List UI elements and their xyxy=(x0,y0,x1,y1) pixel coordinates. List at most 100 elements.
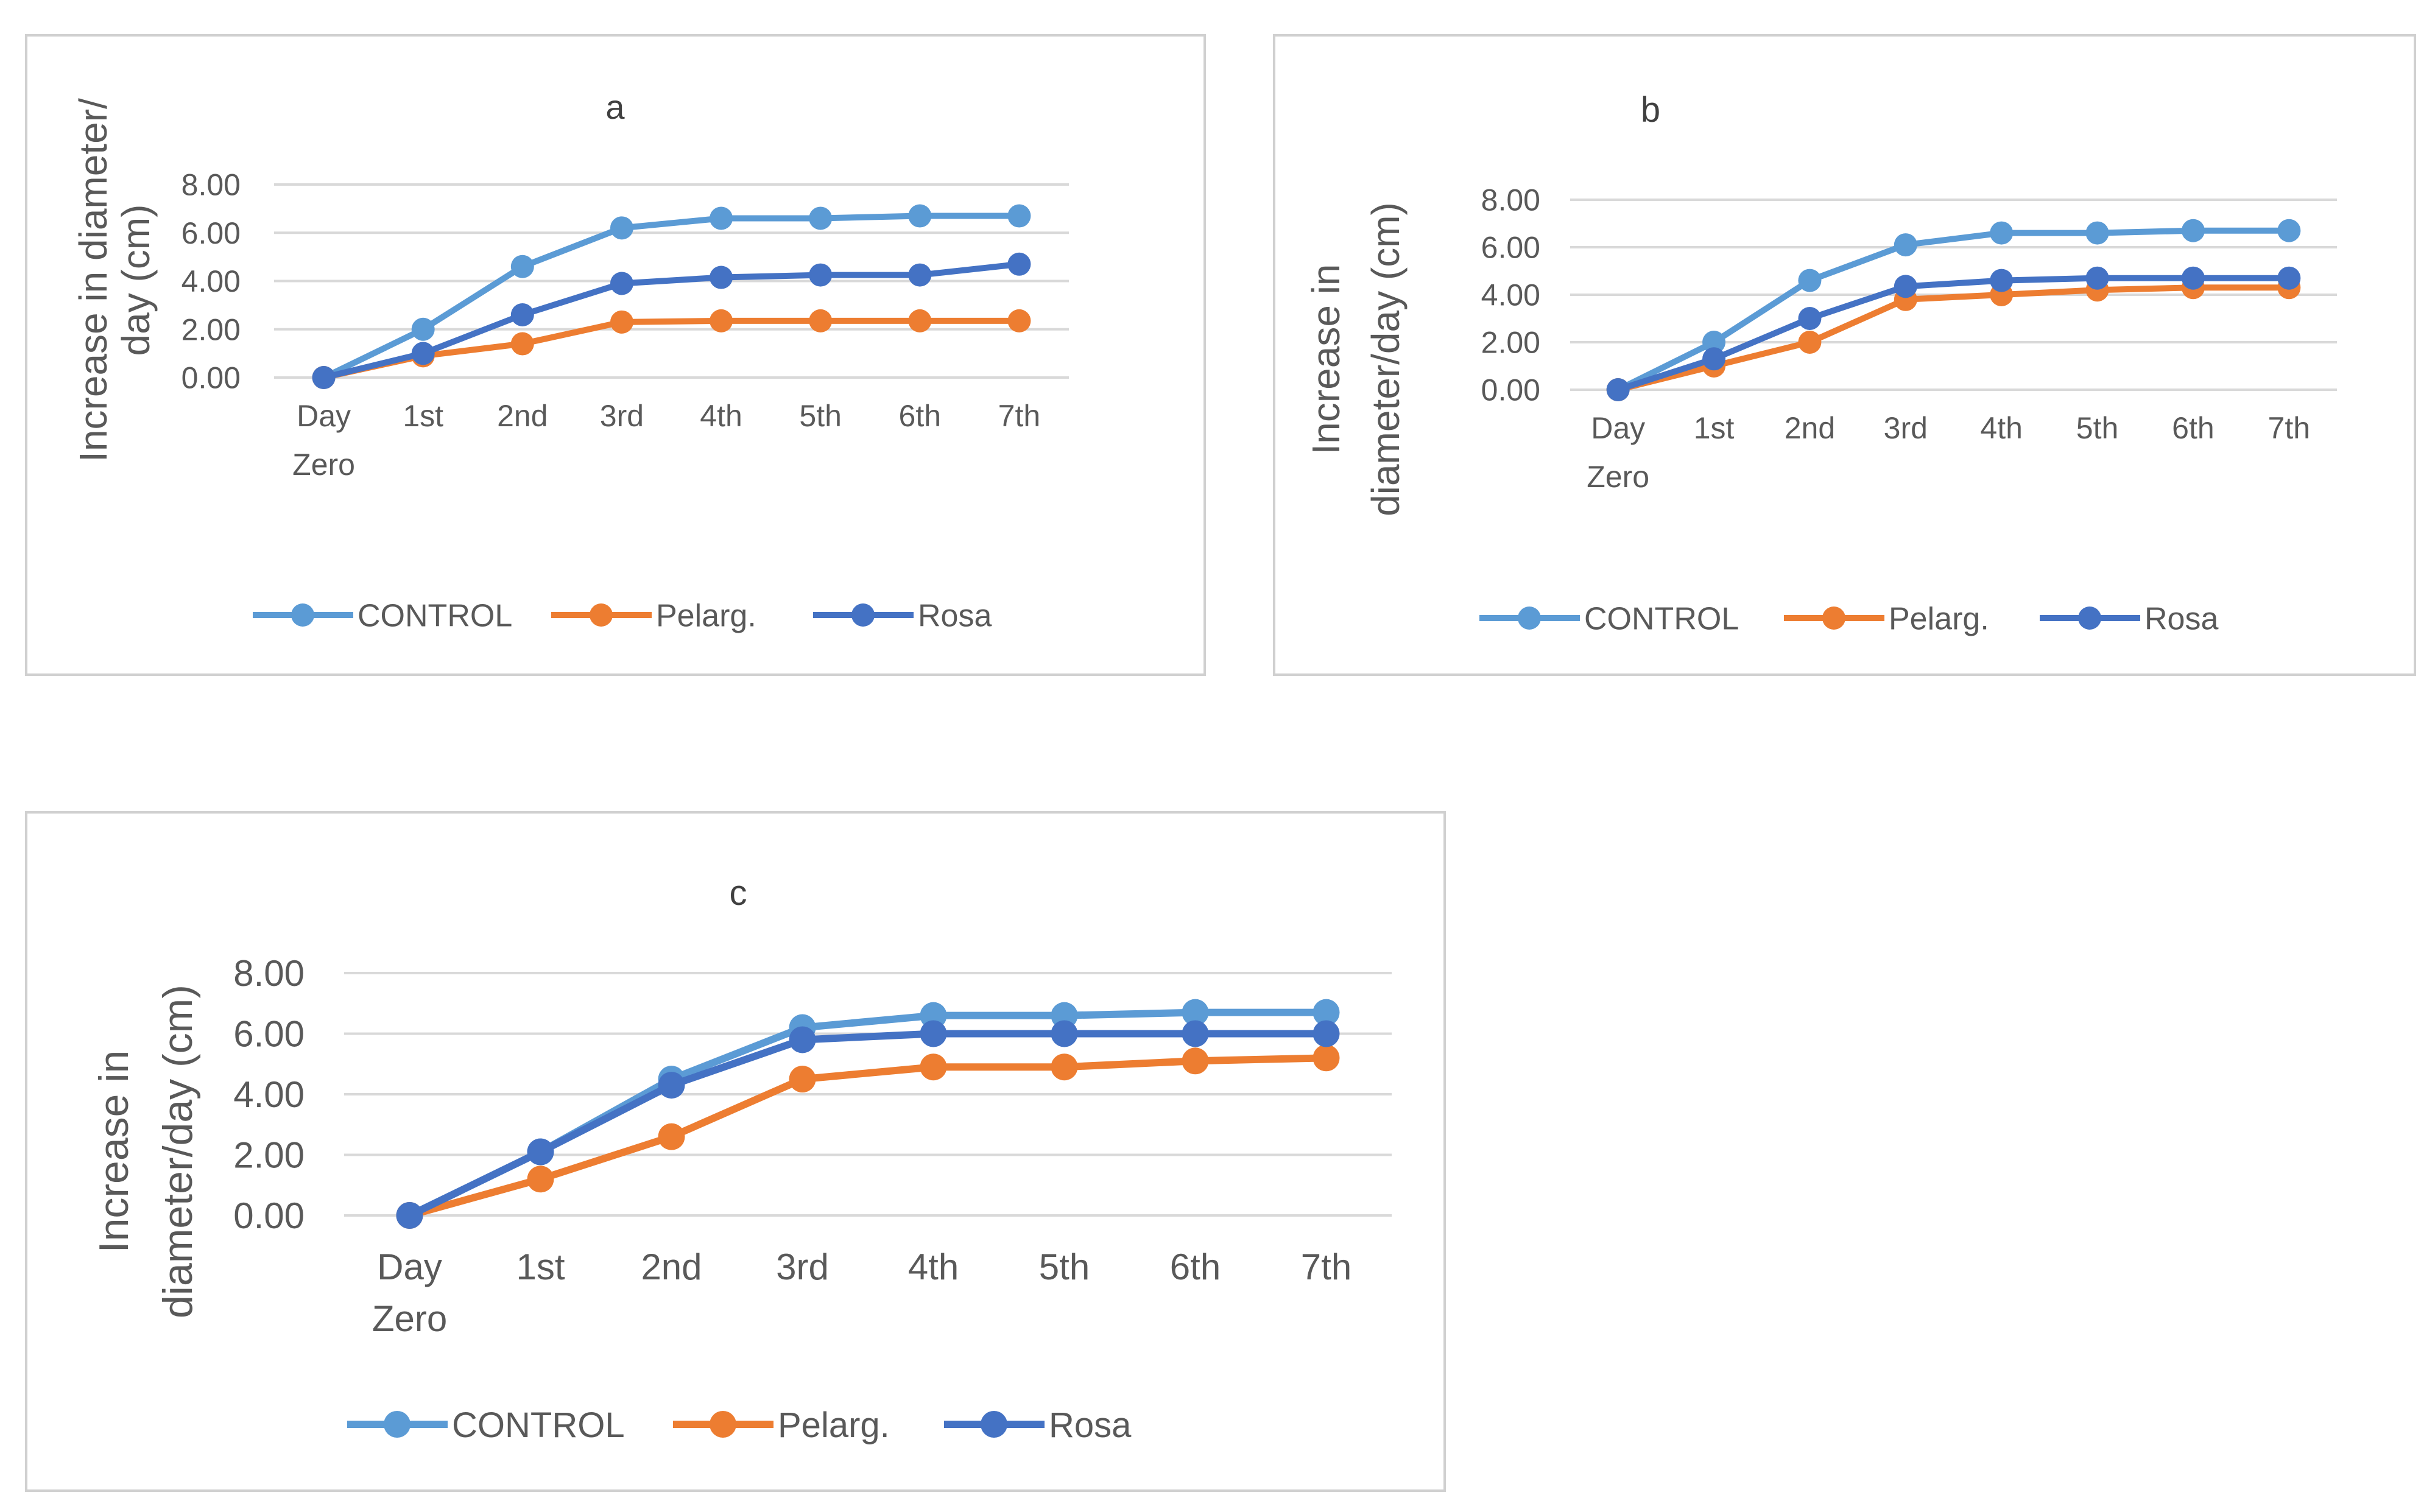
data-point xyxy=(789,1066,816,1093)
legend-marker xyxy=(981,1411,1007,1438)
data-point xyxy=(1990,269,2014,292)
data-point xyxy=(1182,999,1209,1026)
series-line-rosa xyxy=(1615,275,2292,393)
chart-title: c xyxy=(730,873,747,913)
data-point xyxy=(920,1053,947,1081)
x-tick-label: 4th xyxy=(908,1247,959,1287)
legend-label: Rosa xyxy=(918,599,992,634)
y-tick-label: 8.00 xyxy=(181,168,241,202)
series-line-control xyxy=(1615,227,2292,393)
series-line-pelarg xyxy=(406,1054,1330,1219)
data-point xyxy=(710,265,733,289)
data-point xyxy=(920,1020,947,1047)
y-tick-label: 4.00 xyxy=(181,264,241,298)
data-point xyxy=(1798,269,1822,292)
data-point xyxy=(1894,275,1917,298)
data-point xyxy=(411,342,435,365)
data-point xyxy=(510,255,534,278)
data-point xyxy=(1051,1020,1078,1047)
data-point xyxy=(1606,378,1630,401)
data-point xyxy=(710,309,733,332)
y-tick-label: 4.00 xyxy=(233,1074,305,1115)
legend-marker xyxy=(851,603,875,627)
x-tick-label: Day xyxy=(297,399,351,433)
data-point xyxy=(908,309,932,332)
data-point xyxy=(1798,331,1822,354)
x-tick-label: 5th xyxy=(1039,1247,1090,1287)
y-tick-label: 8.00 xyxy=(233,953,305,994)
data-point xyxy=(908,204,932,228)
data-point xyxy=(1990,221,2014,245)
x-tick-label: 2nd xyxy=(1785,411,1835,445)
x-tick-label: Zero xyxy=(372,1298,447,1339)
x-tick-label: 5th xyxy=(799,399,842,433)
chart-panel-b: b 0.00 2.00 4.00 6.00 8.00 Day Zero 1st 2nd 3rd 4th… xyxy=(1273,34,2416,676)
chart-b: b 0.00 2.00 4.00 6.00 8.00 Day Zero 1st 2nd 3rd 4th… xyxy=(1304,90,2337,637)
chart-panel-a: a 0.00 2.00 4.00 6.00 8.00 Day Zero 1st 2nd 3rd 4th… xyxy=(25,34,1206,676)
data-point xyxy=(1007,204,1031,228)
y-tick-label: 0.00 xyxy=(233,1195,305,1236)
data-point xyxy=(610,272,633,295)
data-point xyxy=(1894,233,1917,257)
data-point xyxy=(1007,252,1031,276)
data-point xyxy=(809,309,833,332)
x-tick-label: 4th xyxy=(700,399,742,433)
legend-label: CONTROL xyxy=(358,599,512,634)
x-tick-label: 1st xyxy=(516,1247,565,1287)
legend-marker xyxy=(590,603,613,627)
data-point xyxy=(1313,1044,1340,1072)
data-point xyxy=(396,1202,423,1229)
x-tick-label: Day xyxy=(1591,411,1645,445)
data-point xyxy=(2181,266,2205,290)
legend-marker xyxy=(1518,607,1541,630)
series-line-rosa xyxy=(406,1030,1330,1219)
legend-marker xyxy=(1822,607,1845,630)
legend-label: Pelarg. xyxy=(778,1405,890,1445)
x-tick-label: 7th xyxy=(2268,411,2311,445)
data-point xyxy=(1313,999,1340,1026)
data-point xyxy=(2085,266,2109,290)
y-tick-label: 4.00 xyxy=(1481,278,1540,312)
y-tick-label: 6.00 xyxy=(181,216,241,250)
x-tick-label: 5th xyxy=(2076,411,2119,445)
data-point xyxy=(1182,1047,1209,1075)
x-tick-label: 2nd xyxy=(497,399,548,433)
data-point xyxy=(710,206,733,230)
data-point xyxy=(809,263,833,287)
legend-label: CONTROL xyxy=(1584,602,1739,637)
chart-title: a xyxy=(605,88,625,126)
data-point xyxy=(2277,219,2301,242)
x-tick-label: 7th xyxy=(1301,1247,1351,1287)
y-tick-label: 8.00 xyxy=(1481,183,1540,217)
x-tick-label: 7th xyxy=(998,399,1041,433)
legend-marker xyxy=(710,1411,736,1438)
data-point xyxy=(809,206,833,230)
y-tick-label: 6.00 xyxy=(1481,231,1540,265)
data-point xyxy=(1182,1020,1209,1047)
data-point xyxy=(658,1123,685,1150)
data-point xyxy=(411,317,435,341)
data-point xyxy=(1313,1020,1340,1047)
data-point xyxy=(1702,331,1726,354)
data-point xyxy=(2181,219,2205,242)
data-point xyxy=(789,1026,816,1053)
y-tick-label: 0.00 xyxy=(181,361,241,395)
x-tick-label: 2nd xyxy=(641,1247,702,1287)
chart-panel-c: c 0.00 2.00 4.00 6.00 8.00 Day Zero 1st 2nd 3rd 4th… xyxy=(25,811,1446,1492)
legend-label: Rosa xyxy=(1049,1405,1132,1445)
x-tick-label: 6th xyxy=(1170,1247,1221,1287)
data-point xyxy=(2277,266,2301,290)
legend-marker xyxy=(384,1411,411,1438)
y-tick-label: 2.00 xyxy=(181,312,241,346)
y-axis-label: Increase in diameter/day (cm) xyxy=(1304,202,1408,516)
data-point xyxy=(1007,309,1031,332)
x-tick-label: 3rd xyxy=(1884,411,1928,445)
data-point xyxy=(510,303,534,326)
legend-label: Pelarg. xyxy=(656,599,756,634)
data-point xyxy=(908,263,932,287)
data-point xyxy=(2085,221,2109,245)
series-line-rosa xyxy=(320,261,1023,381)
x-tick-label: 3rd xyxy=(776,1247,829,1287)
y-axis-label: Increase in diameter/day (cm) xyxy=(71,98,158,462)
data-point xyxy=(527,1138,554,1166)
